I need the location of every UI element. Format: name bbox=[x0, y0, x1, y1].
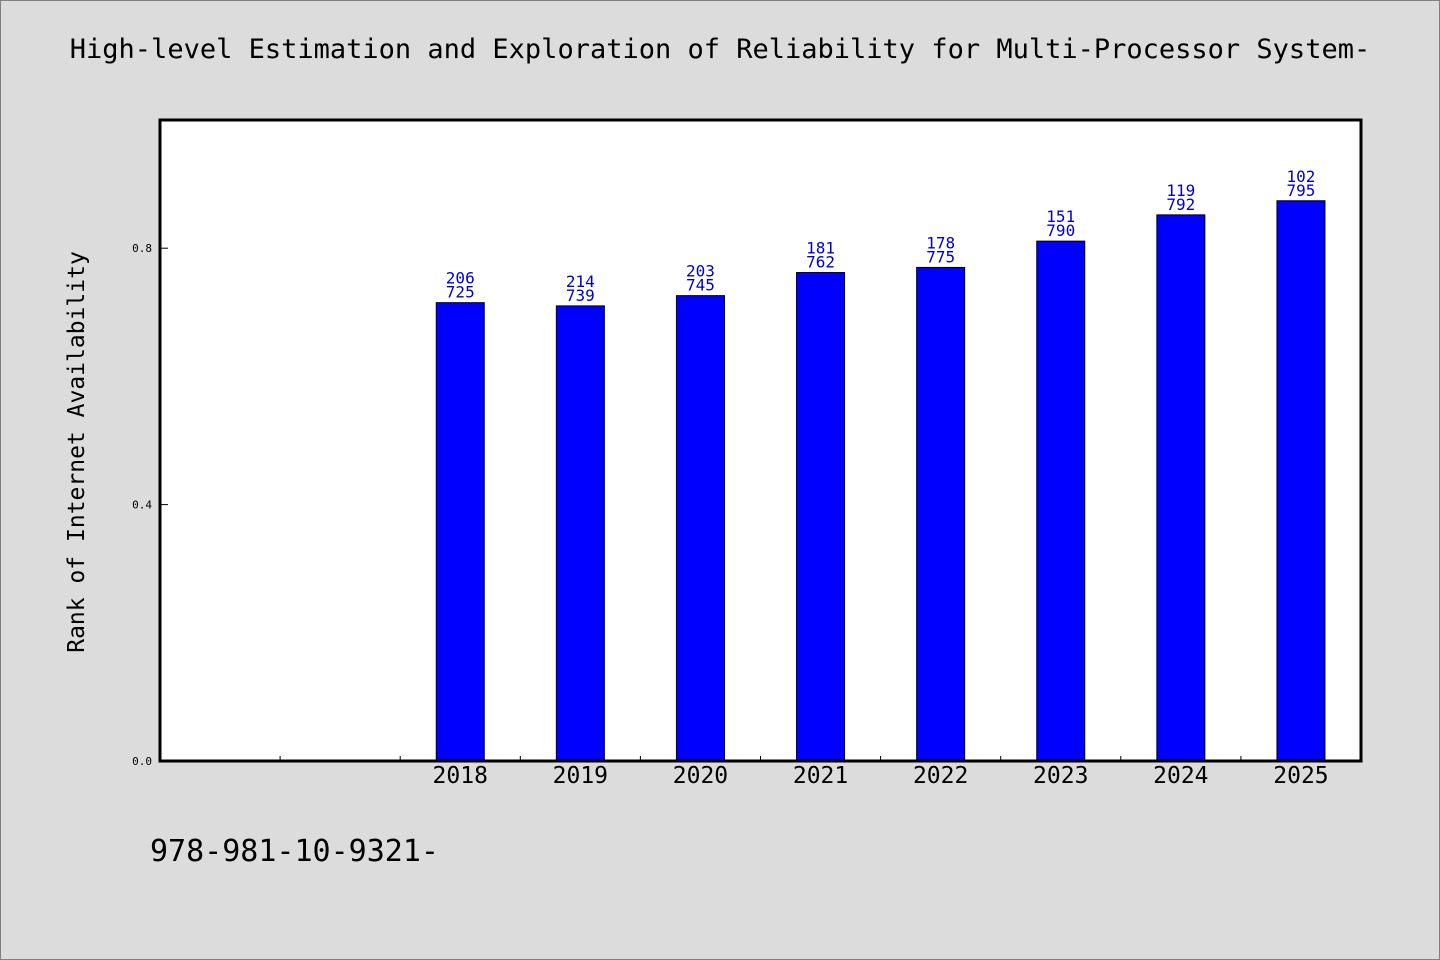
bar-label-top-2024: 119 bbox=[1166, 181, 1195, 200]
bar-label-bottom-2021: 762 bbox=[806, 253, 835, 272]
bar-label-top-2021: 181 bbox=[806, 239, 835, 258]
x-tick-label-2022: 2022 bbox=[913, 763, 968, 789]
x-tick-label-2019: 2019 bbox=[553, 763, 608, 789]
y-ticks-group: 0.0 0.4 0.8 bbox=[132, 242, 168, 768]
x-tick-label-2018: 2018 bbox=[433, 763, 488, 789]
bar-label-bottom-2018: 725 bbox=[446, 283, 475, 302]
bar-2025 bbox=[1276, 200, 1326, 762]
bar-2020 bbox=[675, 295, 725, 762]
bar-2023 bbox=[1036, 240, 1086, 762]
footer-isbn-text: 978-981-10-9321- bbox=[150, 834, 439, 869]
x-tick-label-2023: 2023 bbox=[1033, 763, 1088, 789]
bar-2022 bbox=[916, 266, 966, 762]
x-ticks-group: 2018 2019 2020 2021 2022 2023 2024 2025 bbox=[279, 756, 1329, 789]
y-tick-label: 0.8 bbox=[132, 242, 152, 255]
bar-label-bottom-2022: 775 bbox=[926, 247, 955, 266]
x-tick-label-2025: 2025 bbox=[1273, 763, 1328, 789]
y-tick-label: 0.0 bbox=[132, 755, 152, 768]
bar-label-top-2019: 214 bbox=[566, 272, 595, 291]
bar-label-top-2023: 151 bbox=[1046, 207, 1075, 226]
bar-2024 bbox=[1156, 214, 1206, 762]
bars-group: 2067252147392037451817621787751517901197… bbox=[435, 167, 1326, 762]
plot-border bbox=[158, 118, 1363, 763]
x-tick-label-2021: 2021 bbox=[793, 763, 848, 789]
chart-title: High-level Estimation and Exploration of… bbox=[69, 34, 1371, 65]
x-tick-label-2024: 2024 bbox=[1153, 763, 1208, 789]
bar-label-bottom-2023: 790 bbox=[1046, 221, 1075, 240]
x-tick-label-2020: 2020 bbox=[673, 763, 728, 789]
bar-label-bottom-2024: 792 bbox=[1166, 195, 1195, 214]
bar-2021 bbox=[796, 272, 846, 762]
bar-label-bottom-2019: 739 bbox=[566, 286, 595, 305]
bar-2018 bbox=[435, 302, 485, 762]
bar-label-top-2022: 178 bbox=[926, 233, 955, 252]
bar-2019 bbox=[555, 305, 605, 762]
y-tick-label: 0.4 bbox=[132, 499, 152, 512]
bar-label-bottom-2020: 745 bbox=[686, 276, 715, 295]
bar-label-bottom-2025: 795 bbox=[1286, 181, 1315, 200]
bar-label-top-2020: 203 bbox=[686, 262, 715, 281]
bar-label-top-2018: 206 bbox=[446, 269, 475, 288]
y-axis-label: Rank of Internet Availability bbox=[64, 251, 90, 653]
bar-label-top-2025: 102 bbox=[1286, 167, 1315, 186]
